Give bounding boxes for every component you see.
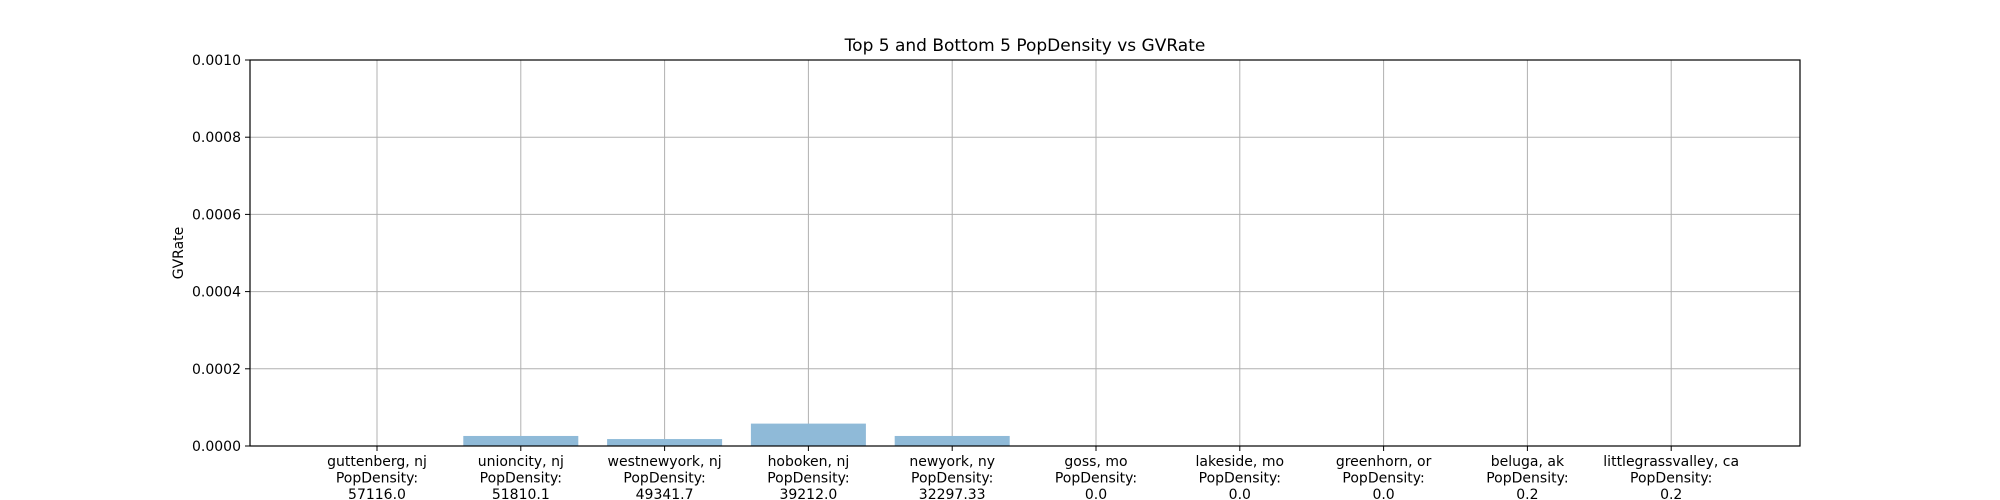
x-tick-label-density: 32297.33 — [919, 487, 986, 500]
y-tick-label: 0.0008 — [192, 130, 241, 146]
y-tick-label: 0.0010 — [192, 53, 241, 69]
x-tick-label-name: lakeside, mo — [1196, 454, 1284, 470]
bar — [894, 435, 1010, 446]
y-tick-label: 0.0006 — [192, 207, 241, 223]
x-tick-label-name: littlegrassvalley, ca — [1603, 454, 1739, 470]
x-tick-label-name: hoboken, nj — [768, 454, 850, 470]
x-tick-label-density: 0.2 — [1660, 487, 1682, 500]
x-tick-label-caption: PopDensity: — [623, 471, 705, 487]
x-tick-label-density: 51810.1 — [492, 487, 550, 500]
x-tick-label-caption: PopDensity: — [1055, 471, 1137, 487]
x-tick-label-density: 0.2 — [1516, 487, 1538, 500]
x-tick-label-caption: PopDensity: — [1342, 471, 1424, 487]
x-tick-label-name: newyork, ny — [909, 454, 995, 470]
x-tick-label-caption: PopDensity: — [911, 471, 993, 487]
x-tick-label-caption: PopDensity: — [1486, 471, 1568, 487]
x-tick-label-density: 0.0 — [1372, 487, 1394, 500]
y-tick-label: 0.0002 — [192, 362, 241, 378]
x-tick-label-name: goss, mo — [1064, 454, 1127, 470]
y-axis-label: GVRate — [171, 227, 187, 280]
x-tick-label-caption: PopDensity: — [1199, 471, 1281, 487]
x-tick-label-density: 49341.7 — [636, 487, 694, 500]
x-tick-label-name: unioncity, nj — [478, 454, 564, 470]
x-tick-label-name: beluga, ak — [1491, 454, 1565, 470]
x-tick-label-caption: PopDensity: — [1630, 471, 1712, 487]
x-tick-label-caption: PopDensity: — [336, 471, 418, 487]
plot-frame — [249, 59, 1801, 447]
bar — [607, 439, 723, 446]
x-tick-label-name: guttenberg, nj — [327, 454, 427, 470]
chart-title: Top 5 and Bottom 5 PopDensity vs GVRate — [844, 36, 1206, 56]
y-tick-label: 0.0000 — [192, 439, 241, 455]
x-tick-label-caption: PopDensity: — [480, 471, 562, 487]
x-tick-label-density: 57116.0 — [348, 487, 406, 500]
x-tick-label-density: 0.0 — [1085, 487, 1107, 500]
x-tick-label-density: 0.0 — [1229, 487, 1251, 500]
x-tick-label-density: 39212.0 — [779, 487, 837, 500]
x-tick-label-name: greenhorn, or — [1336, 454, 1432, 470]
x-tick-label-name: westnewyork, nj — [608, 454, 722, 470]
y-tick-label: 0.0004 — [192, 285, 241, 301]
bar — [463, 435, 579, 446]
bar — [750, 423, 866, 446]
x-tick-label-caption: PopDensity: — [767, 471, 849, 487]
